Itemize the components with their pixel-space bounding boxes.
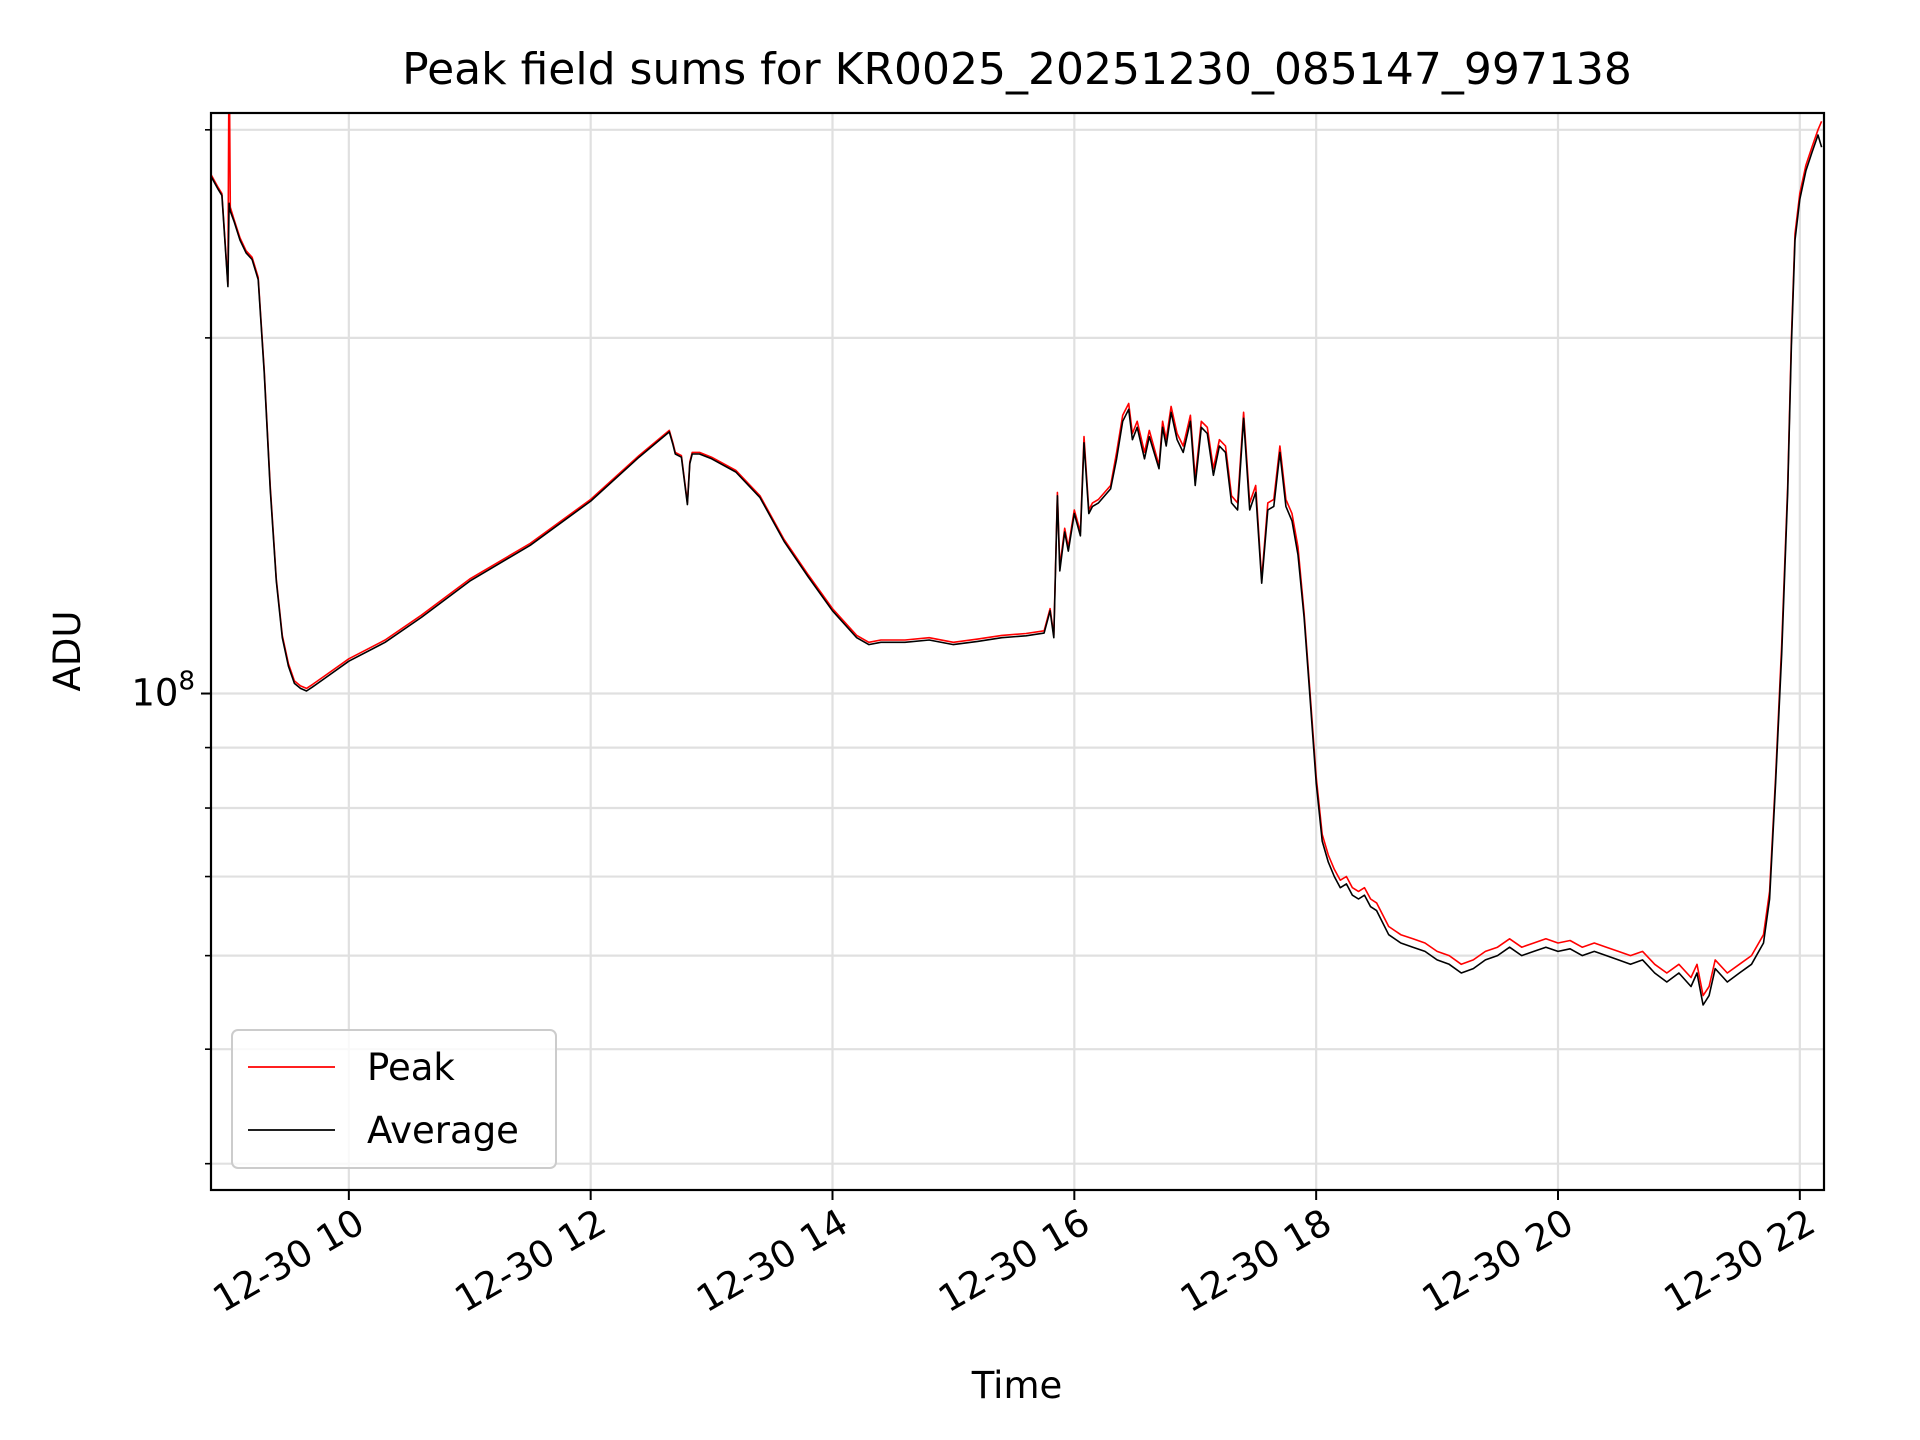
legend-box: [231, 1029, 557, 1169]
series-lines: [211, 113, 1823, 1006]
plot-area-background: [211, 113, 1824, 1190]
y-tick-label: 108: [131, 667, 195, 715]
legend-peak-label: Peak: [367, 1046, 455, 1089]
plot-frame: [209, 111, 1826, 1192]
legend: Peak Average: [231, 1029, 557, 1169]
y-axis-label: ADU: [46, 611, 89, 692]
series-line-peak: [211, 113, 1823, 997]
series-line-average: [211, 134, 1823, 1006]
chart-title: Peak field sums for KR0025_20251230_0851…: [402, 44, 1632, 95]
x-axis-label: Time: [971, 1364, 1063, 1407]
legend-average-label: Average: [367, 1109, 519, 1152]
